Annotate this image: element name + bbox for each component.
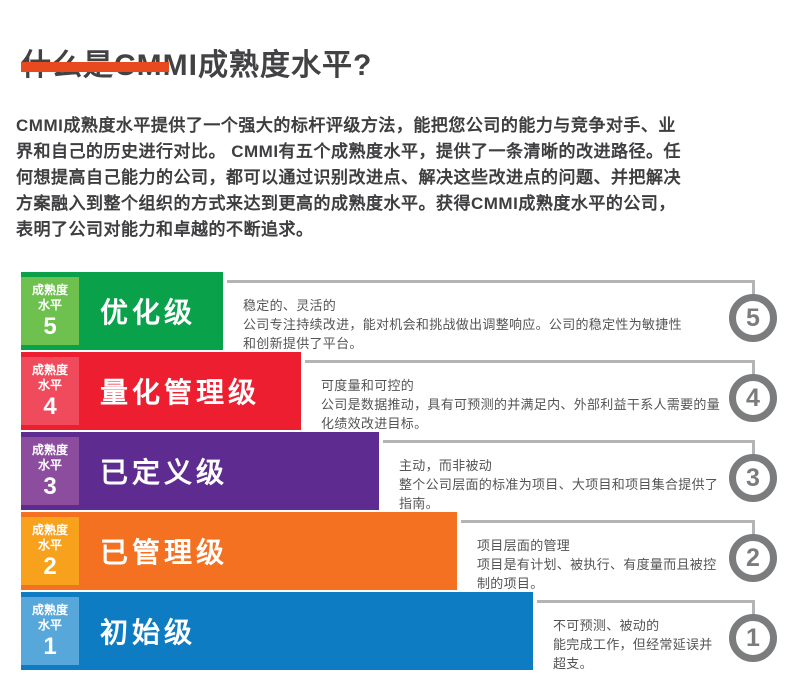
level-1-number: 1 — [43, 632, 57, 660]
level-row-2: 成熟度 水平 2 已管理级 2 项目层面的管理 项目是有计划、被执行、有度量而且… — [0, 512, 800, 591]
level-row-5: 成熟度 水平 5 优化级 5 稳定的、灵活的 公司专注持续改进，能对机会和挑战做… — [0, 272, 800, 351]
level-1-description: 不可预测、被动的 能完成工作，但经常延误并 超支。 — [553, 618, 713, 671]
level-3-description: 主动，而非被动 整个公司层面的标准为项目、大项目和项目集合提供了 指南。 — [399, 458, 719, 511]
level-row-1: 成熟度 水平 1 初始级 1 不可预测、被动的 能完成工作，但经常延误并 超支。 — [0, 592, 800, 671]
maturity-label-line1: 成熟度 — [31, 602, 68, 617]
level-4-badge: 4 — [729, 374, 777, 422]
level-5-badge: 5 — [729, 294, 777, 342]
maturity-label-line2: 水平 — [37, 617, 62, 632]
maturity-label-line1: 成熟度 — [31, 442, 68, 457]
level-2-bar — [21, 512, 457, 590]
level-5-label-block: 成熟度 水平 5 — [21, 277, 79, 345]
level-1-label-block: 成熟度 水平 1 — [21, 597, 79, 665]
maturity-label-line1: 成熟度 — [31, 362, 68, 377]
level-3-number: 3 — [43, 472, 57, 500]
level-4-label-block: 成熟度 水平 4 — [21, 357, 79, 425]
maturity-label-line2: 水平 — [37, 537, 62, 552]
level-3-bar — [21, 432, 379, 510]
level-2-badge: 2 — [729, 534, 777, 582]
level-3-label-block: 成熟度 水平 3 — [21, 437, 79, 505]
level-2-number: 2 — [43, 552, 57, 580]
level-4-connector-line — [305, 360, 755, 377]
level-1-name: 初始级 — [100, 617, 197, 648]
level-3-connector-line — [383, 440, 755, 457]
level-5-description: 稳定的、灵活的 公司专注持续改进，能对机会和挑战做出调整响应。公司的稳定性为敏捷… — [243, 298, 682, 351]
level-2-label-block: 成熟度 水平 2 — [21, 517, 79, 585]
level-row-3: 成熟度 水平 3 已定义级 3 主动，而非被动 整个公司层面的标准为项目、大项目… — [0, 432, 800, 511]
title-underline-bar — [21, 62, 169, 72]
level-1-bar — [21, 592, 533, 670]
level-5-connector-line — [227, 280, 755, 297]
level-4-description: 可度量和可控的 公司是数据推动，具有可预测的并满足内、外部利益干系人需要的量 化… — [321, 378, 721, 431]
level-3-name: 已定义级 — [100, 457, 229, 488]
level-2-connector-line — [461, 520, 755, 537]
intro-paragraph: CMMI成熟度水平提供了一个强大的标杆评级方法，能把您公司的能力与竞争对手、业 … — [16, 116, 682, 239]
level-5-name: 优化级 — [100, 297, 197, 328]
level-2-description: 项目层面的管理 项目是有计划、被执行、有度量而且被控 制的项目。 — [477, 538, 717, 591]
level-4-number: 4 — [43, 392, 57, 420]
level-3-badge: 3 — [729, 454, 777, 502]
maturity-label-line1: 成熟度 — [31, 522, 68, 537]
maturity-label-line2: 水平 — [37, 457, 62, 472]
level-row-4: 成熟度 水平 4 量化管理级 4 可度量和可控的 公司是数据推动，具有可预测的并… — [0, 352, 800, 431]
maturity-label-line1: 成熟度 — [31, 282, 68, 297]
level-2-name: 已管理级 — [100, 537, 229, 568]
level-1-badge: 1 — [729, 614, 777, 662]
maturity-label-line2: 水平 — [37, 377, 62, 392]
maturity-label-line2: 水平 — [37, 297, 62, 312]
level-1-connector-line — [537, 600, 755, 617]
level-5-number: 5 — [43, 312, 57, 340]
level-4-name: 量化管理级 — [100, 377, 261, 408]
